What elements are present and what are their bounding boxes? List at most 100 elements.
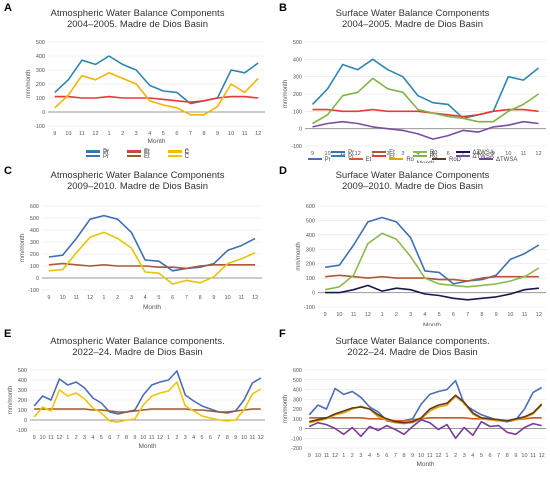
x-axis-label: Month: [143, 304, 161, 311]
legend-item: Ro: [412, 150, 438, 156]
x-tick-label: 3: [130, 295, 133, 301]
chart-title: Atmospheric Water Balance Components 2004…: [0, 8, 275, 30]
legend-label: C: [184, 150, 189, 156]
legend-label: Et: [143, 154, 150, 160]
x-tick-label: 7: [185, 295, 188, 301]
x-tick-label: 9: [216, 131, 219, 137]
x-tick-label: 9: [514, 453, 517, 459]
legend-swatch: [85, 155, 100, 158]
y-tick-label: 100: [30, 264, 39, 270]
x-tick-label: 11: [340, 151, 346, 157]
series-line-pr: [311, 58, 540, 120]
x-tick-label: 9: [492, 151, 495, 157]
x-tick-label: 11: [250, 435, 256, 441]
panel-label: E: [4, 328, 12, 340]
x-tick-label: 7: [217, 435, 220, 441]
legend-label: ΔTWSA: [472, 150, 494, 156]
x-tick-label: 1: [66, 435, 69, 441]
x-tick-label: 5: [100, 435, 103, 441]
chart-panel-d: D Surface Water Balance Components 2009–20…: [275, 150, 550, 329]
x-tick-label: 6: [171, 295, 174, 301]
chart-title-line: Surface Water Balance components.: [335, 336, 490, 347]
y-tick-label: 0: [42, 110, 45, 116]
legend-swatch: [331, 151, 346, 154]
x-tick-label: 7: [394, 453, 397, 459]
x-tick-label: 11: [79, 131, 85, 137]
y-tick-label: -100: [304, 305, 315, 311]
y-tick-label: 0: [299, 427, 302, 433]
legend-item: Pr: [331, 150, 354, 156]
x-tick-label: 4: [144, 295, 147, 301]
x-tick-label: 9: [212, 295, 215, 301]
y-tick-label: 600: [30, 204, 39, 210]
x-tick-label: 12: [252, 295, 258, 301]
chart-title-line: Surface Water Balance Components: [335, 170, 490, 181]
y-tick-label: 200: [306, 262, 315, 268]
series-line-c: [54, 72, 259, 116]
x-tick-label: 12: [255, 131, 261, 137]
y-tick-label: 400: [18, 378, 27, 384]
y-tick-label: 300: [293, 397, 302, 403]
chart-panel-a: A Atmospheric Water Balance Components 200…: [0, 0, 275, 162]
y-tick-label: 0: [312, 291, 315, 297]
legend-label: Et: [143, 150, 150, 156]
x-tick-label: 7: [497, 453, 500, 459]
chart-title: Surface Water Balance components. 2022–24…: [275, 336, 550, 358]
x-tick-label: 10: [325, 151, 331, 157]
y-tick-label: 300: [306, 247, 315, 253]
x-tick-label: 9: [33, 435, 36, 441]
y-axis-label: mm/month: [20, 234, 26, 262]
y-tick-label: 400: [293, 57, 302, 63]
chart-title-line: 2004–2005. Madre de Dios Basin: [66, 19, 208, 30]
series-line-pr: [324, 216, 540, 285]
y-tick-label: 100: [18, 408, 27, 414]
x-tick-label: 6: [452, 312, 455, 318]
legend-swatch: [372, 155, 387, 158]
y-tick-label: 300: [18, 388, 27, 394]
y-tick-label: 500: [293, 378, 302, 384]
series-line-twsa: [312, 120, 539, 140]
panel-label: D: [279, 165, 287, 177]
series-line-pr: [54, 55, 259, 105]
x-tick-label: 5: [377, 453, 380, 459]
y-tick-label: 500: [18, 368, 27, 374]
x-tick-label: 6: [108, 435, 111, 441]
x-tick-label: 6: [175, 131, 178, 137]
chart-panel-c: C Atmospheric Water Balance Components 200…: [0, 150, 275, 323]
x-tick-label: 4: [471, 453, 474, 459]
legend-item: Pr: [85, 154, 109, 160]
x-tick-label: 8: [402, 453, 405, 459]
legend-label: Pr: [102, 154, 109, 160]
chart-title: Atmospheric Water Balance Components 2009…: [0, 170, 275, 192]
legend-item: C: [167, 150, 189, 156]
y-axis-label: mm/month: [283, 80, 289, 108]
series-line-pr: [308, 379, 543, 424]
x-tick-label: 1: [102, 295, 105, 301]
y-tick-label: 300: [36, 68, 45, 74]
x-tick-label: 10: [507, 312, 513, 318]
legend-swatch: [331, 155, 346, 158]
x-tick-label: 10: [140, 435, 146, 441]
chart-panel-f: F Surface Water Balance components. 2022–2…: [275, 157, 550, 493]
legend-label: ΔTWSA: [472, 154, 494, 160]
chart-title-line: 2009–2010. Madre de Dios Basin: [341, 181, 483, 192]
panel-label: A: [4, 2, 12, 14]
legend-label: Ro: [429, 150, 438, 156]
x-tick-label: 11: [74, 295, 80, 301]
y-tick-label: 200: [30, 252, 39, 258]
y-tick-label: 500: [306, 218, 315, 224]
panel-label: B: [279, 2, 287, 14]
legend-swatch: [85, 151, 100, 154]
x-tick-label: 12: [157, 435, 163, 441]
series-line-et: [54, 95, 259, 103]
legend-label: C: [184, 149, 189, 155]
y-tick-label: 600: [293, 368, 302, 374]
x-tick-label: 7: [466, 312, 469, 318]
chart-title-line: 2022–24. Madre de Dios Basin: [347, 347, 478, 358]
y-tick-label: 200: [293, 407, 302, 413]
series-line-twsa: [308, 418, 542, 440]
legend-label: C: [184, 154, 189, 160]
x-tick-label: 1: [371, 151, 374, 157]
